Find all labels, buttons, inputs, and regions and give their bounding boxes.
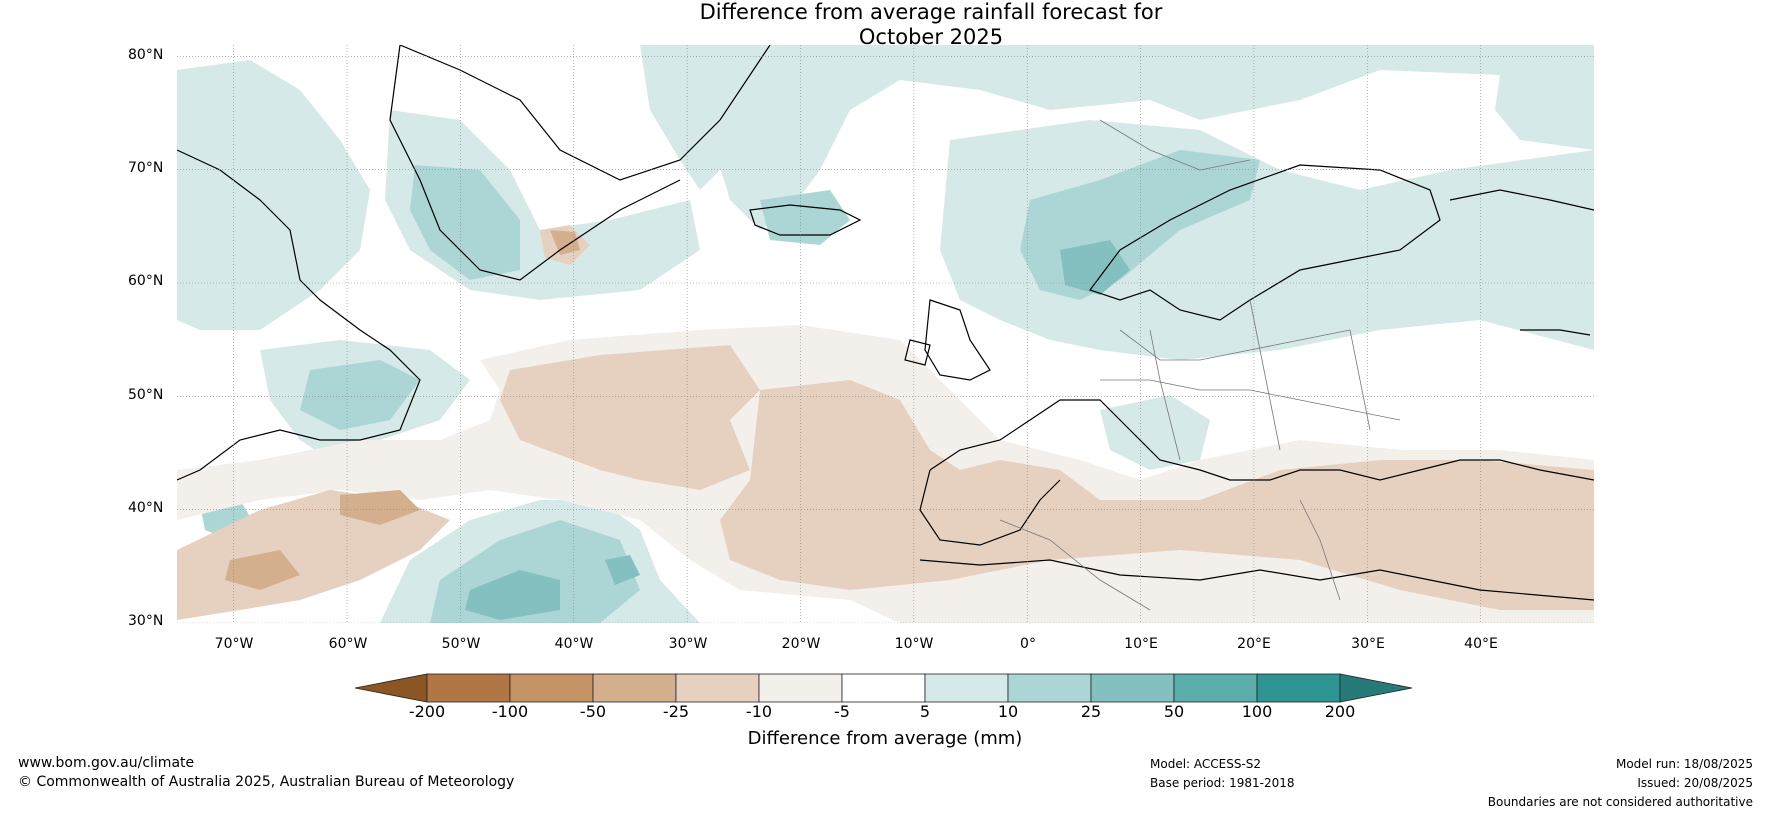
colorbar-tick-label: 200 bbox=[1324, 702, 1356, 721]
coast-scandinavia bbox=[1089, 164, 1441, 321]
drier-strong-spot-3 bbox=[550, 230, 580, 255]
wetter-strong-north-atlantic bbox=[760, 190, 850, 245]
coast-europe bbox=[929, 399, 1594, 481]
colorbar-block bbox=[1090, 673, 1175, 703]
wetter-regions-very-strong bbox=[465, 240, 1130, 620]
colorbar-tick-label: 50 bbox=[1163, 702, 1185, 721]
lat-label-70n: 70°N bbox=[128, 160, 164, 176]
colorbar-tick-label: -5 bbox=[834, 702, 850, 721]
drier-moderate-central-atlantic bbox=[720, 380, 1594, 610]
coast-greenland bbox=[389, 45, 771, 281]
lon-label-70w: 70°W bbox=[214, 636, 254, 652]
colorbar-block bbox=[426, 673, 511, 703]
wetter-region-alps bbox=[1100, 395, 1210, 470]
lat-label-40n: 40°N bbox=[128, 500, 164, 516]
drier-strong-spot-2 bbox=[340, 490, 420, 525]
lat-label-50n: 50°N bbox=[128, 387, 164, 403]
footer-model-run: Model run: 18/08/2025 bbox=[1615, 757, 1753, 771]
colorbar-title: Difference from average (mm) bbox=[747, 728, 1023, 749]
colorbar-arrow-high bbox=[1339, 673, 1413, 703]
lat-label-80n: 80°N bbox=[128, 47, 164, 63]
coast-british-isles bbox=[904, 299, 991, 381]
footer-disclaimer: Boundaries are not considered authoritat… bbox=[1487, 795, 1753, 809]
coastlines bbox=[177, 45, 1594, 601]
footer-copyright: © Commonwealth of Australia 2025, Austra… bbox=[18, 774, 515, 790]
colorbar-block bbox=[1007, 673, 1092, 703]
drier-strong-spot-1 bbox=[225, 550, 300, 590]
colorbar-block bbox=[1173, 673, 1258, 703]
lon-label-0: 0° bbox=[1020, 636, 1036, 652]
country-borders bbox=[999, 119, 1401, 611]
lon-label-10e: 10°E bbox=[1124, 636, 1158, 652]
lon-label-10w: 10°W bbox=[894, 636, 934, 652]
colorbar-tick-label: 5 bbox=[919, 702, 931, 721]
coast-canada bbox=[177, 149, 421, 481]
drier-regions-moderate bbox=[177, 225, 1594, 620]
colorbar-block bbox=[592, 673, 677, 703]
colorbar-block bbox=[841, 673, 926, 703]
colorbar-block bbox=[1256, 673, 1341, 703]
lat-label-60n: 60°N bbox=[128, 273, 164, 289]
colorbar-tick-label: -10 bbox=[745, 702, 773, 721]
wetter-very-strong-subtropical bbox=[465, 570, 560, 620]
colorbar-block bbox=[509, 673, 594, 703]
wetter-strong-greenland bbox=[410, 165, 520, 280]
colorbar-tick-label: 10 bbox=[997, 702, 1019, 721]
colorbar-tick-label: -200 bbox=[408, 702, 446, 721]
wetter-strong-labrador bbox=[300, 360, 420, 430]
coast-eastern bbox=[1449, 189, 1594, 336]
wetter-region-arctic bbox=[710, 45, 1594, 230]
footer-base-period: Base period: 1981-2018 bbox=[1150, 776, 1295, 790]
map-title: Difference from average rainfall forecas… bbox=[0, 0, 1770, 50]
colorbar-tick-label: -50 bbox=[579, 702, 607, 721]
lon-label-40e: 40°E bbox=[1464, 636, 1498, 652]
colorbar-arrow-low bbox=[354, 673, 428, 703]
colorbar-block bbox=[675, 673, 760, 703]
wetter-very-strong-patch bbox=[605, 555, 640, 585]
lat-label-30n: 30°N bbox=[128, 613, 164, 629]
colorbar-tick-label: 100 bbox=[1241, 702, 1273, 721]
gridlines bbox=[177, 45, 1594, 623]
coast-iberia bbox=[919, 469, 1061, 546]
lon-label-60w: 60°W bbox=[328, 636, 368, 652]
wetter-very-strong-norway bbox=[1060, 240, 1130, 295]
lon-label-20w: 20°W bbox=[781, 636, 821, 652]
lon-label-20e: 20°E bbox=[1237, 636, 1271, 652]
wetter-region-greenland-west bbox=[177, 60, 370, 330]
coast-africa bbox=[919, 559, 1594, 601]
colorbar-tick-label: 25 bbox=[1080, 702, 1102, 721]
colorbar-tick-label: -25 bbox=[662, 702, 690, 721]
colorbar-tick-label: -100 bbox=[491, 702, 529, 721]
footer-model: Model: ACCESS-S2 bbox=[1150, 757, 1262, 771]
drier-moderate-mid-atlantic bbox=[500, 345, 760, 490]
wetter-region-north-atlantic bbox=[640, 45, 760, 190]
drier-regions-strong bbox=[225, 230, 580, 590]
coast-iceland bbox=[749, 204, 862, 236]
lon-label-50w: 50°W bbox=[441, 636, 481, 652]
lon-label-30e: 30°E bbox=[1351, 636, 1385, 652]
lon-label-30w: 30°W bbox=[668, 636, 708, 652]
rainfall-anomaly-map bbox=[177, 45, 1594, 623]
footer-url: www.bom.gov.au/climate bbox=[18, 755, 195, 771]
lon-label-40w: 40°W bbox=[554, 636, 594, 652]
colorbar-blocks bbox=[354, 673, 1413, 703]
colorbar-block bbox=[758, 673, 843, 703]
colorbar bbox=[354, 673, 1413, 703]
footer-issued: Issued: 20/08/2025 bbox=[1637, 776, 1753, 790]
wetter-region-east bbox=[1495, 70, 1594, 150]
colorbar-block bbox=[924, 673, 1009, 703]
map-title-line1: Difference from average rainfall forecas… bbox=[699, 0, 1163, 24]
